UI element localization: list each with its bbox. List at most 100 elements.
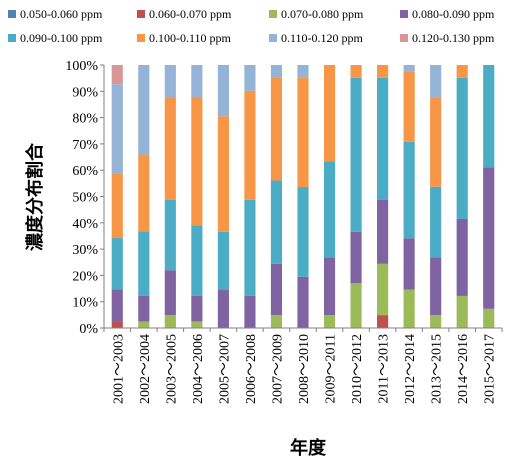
bar-segment [430,315,442,328]
legend-item: 0.070-0.080 ppm [269,7,364,21]
bar-segment [403,71,415,142]
legend-swatch [137,34,145,42]
bar-segment [297,187,309,277]
bar-segment [403,65,415,72]
bar-segment [350,231,362,284]
y-tick-label: 40% [72,217,98,232]
bar-segment [297,77,309,188]
bar-segment [164,97,176,200]
y-tick-label: 90% [72,85,98,100]
bar-segment [191,65,203,98]
bar-segment [217,116,229,232]
legend: 0.050-0.060 ppm 0.060-0.070 ppm 0.070-0.08… [8,7,495,45]
bar-segment [403,289,415,328]
bar-segment [350,65,362,78]
bar-segment [164,199,176,271]
bar-segment [164,270,176,316]
bar-segment [191,321,203,328]
legend-swatch [8,34,16,42]
x-tick-label: 2003～2005 [164,334,179,404]
legend-label: 0.050-0.060 ppm [20,7,103,21]
bar-segment [456,218,468,296]
legend-label: 0.110-0.120 ppm [281,31,364,45]
bar-segment [111,238,123,290]
legend-item: 0.060-0.070 ppm [137,7,232,21]
axes: 0% 10% 20% 30% 40% 50% 60% 70% 80% 90% 100% 2001～20… [65,59,503,404]
bar-segment [270,263,283,316]
bar-segment [244,90,256,200]
bar-segment [350,77,362,232]
bar-segment [456,77,468,219]
bar-segment [191,295,203,322]
legend-swatch [269,34,277,42]
bar-segment [138,231,150,296]
bar-segment [111,321,123,328]
bar-segment [377,263,389,316]
x-axis-title: 年度 [290,437,327,458]
x-tick-label: 2004～2006 [191,334,206,404]
x-tick-label: 2005～2007 [217,334,232,404]
bar-segment [323,315,336,328]
legend-label: 0.090-0.100 ppm [20,31,103,45]
bar-segment [350,283,362,328]
bar-segment [430,257,442,316]
bar-segment [297,276,309,328]
y-axis-title: 濃度分布割合 [24,142,45,251]
bar-segment [430,186,442,258]
legend-label: 0.070-0.080 ppm [281,7,364,21]
x-tick-label: 2008～2010 [297,334,312,404]
bar-segment [377,199,389,264]
y-tick-label: 0% [79,322,98,337]
x-tick-label: 2001～2003 [111,334,126,404]
bar-segment [191,225,203,296]
legend-label: 0.060-0.070 ppm [149,7,232,21]
bar-segment [377,315,389,328]
bar-segment [297,65,309,78]
bar-segment [138,65,150,155]
bar-segment [164,65,176,98]
x-tick-label: 2007～2009 [270,334,285,404]
legend-swatch [269,10,277,18]
bar-segment [191,97,203,226]
bar-segment [456,65,468,78]
bar-segment [111,289,123,322]
bar-segment [456,295,468,328]
bar-segment [138,154,150,232]
y-tick-label: 50% [72,191,98,206]
plot-area [111,65,495,328]
y-tick-label: 10% [72,296,98,311]
bar-segment [430,97,442,187]
x-tick-label: 2015～2017 [483,334,498,404]
bar-segment [111,84,123,174]
bar-segment [270,65,283,78]
legend-item: 0.080-0.090 ppm [400,7,495,21]
legend-item: 0.120-0.130 ppm [400,31,495,45]
bar-segment [164,315,176,328]
bar-segment [111,173,123,239]
x-tick-label: 2010～2012 [350,334,365,404]
bar-segment [244,65,256,91]
bar-segment [244,199,256,296]
legend-swatch [400,34,408,42]
y-tick-label: 100% [65,59,98,74]
bar-segment [138,321,150,328]
legend-item: 0.100-0.110 ppm [137,31,232,45]
x-tick-label: 2013～2015 [430,334,445,404]
bar-segment [403,141,415,239]
bar-segment [270,180,283,264]
legend-item: 0.050-0.060 ppm [8,7,103,21]
y-tick-label: 80% [72,112,98,127]
legend-label: 0.120-0.130 ppm [412,31,495,45]
bar-segment [430,65,442,98]
x-tick-label: 2011～2013 [377,334,392,403]
bar-segment [111,65,123,85]
y-tick-label: 30% [72,243,98,258]
bar-segment [403,238,415,290]
bar-segment [270,77,283,181]
bar-segment [217,65,229,117]
bar-segment [483,308,495,328]
bar-segment [270,315,283,328]
bar-segment [377,77,389,200]
